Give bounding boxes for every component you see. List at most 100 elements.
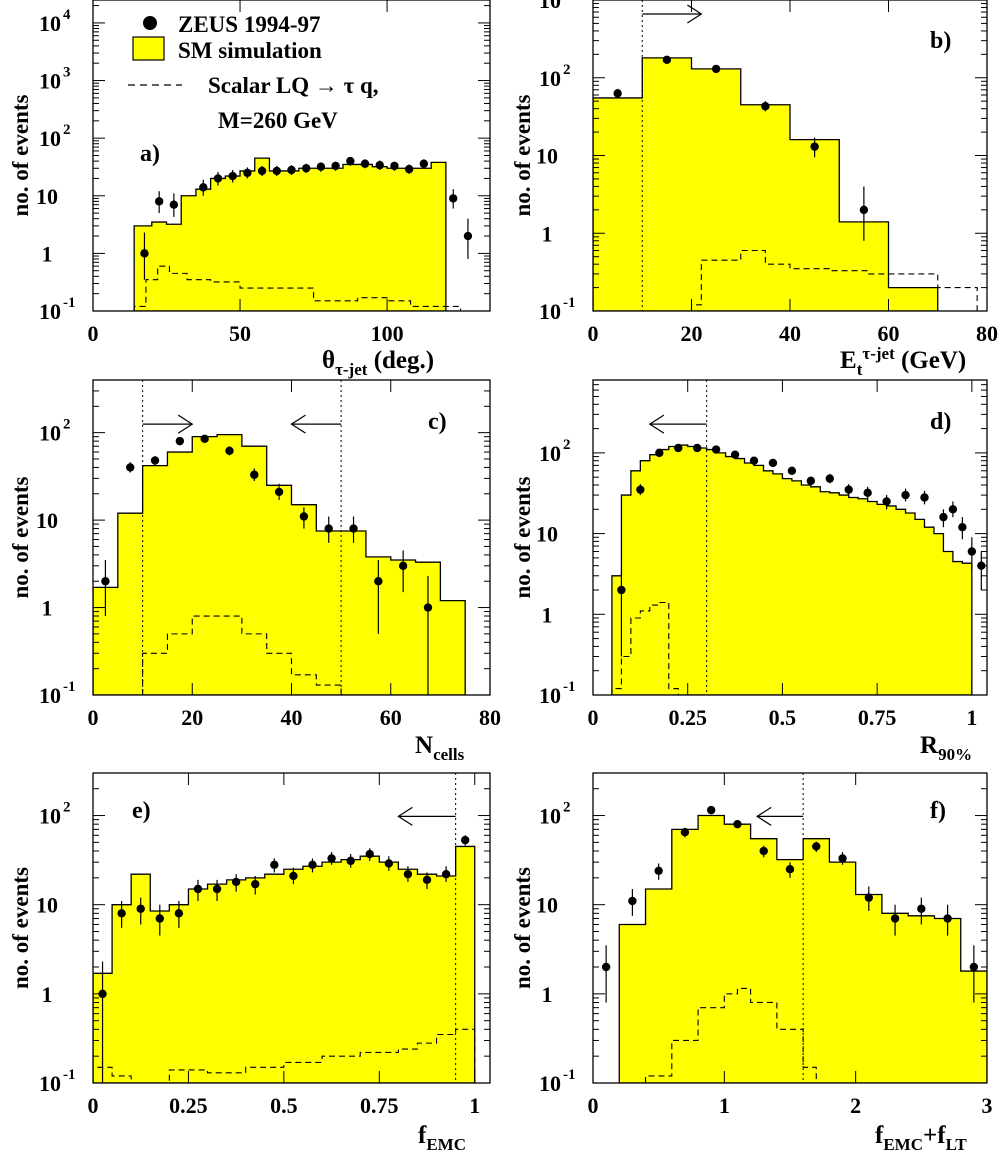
data-point bbox=[299, 512, 309, 521]
data-point bbox=[768, 458, 778, 468]
x-axis-title: θτ-jet (deg.) bbox=[322, 347, 434, 379]
data-point bbox=[200, 434, 209, 444]
data-point bbox=[175, 436, 185, 446]
y-tick-base: 10 bbox=[539, 441, 561, 466]
y-tick-label: 10 2 bbox=[39, 800, 71, 829]
y-tick-base: 1 bbox=[42, 982, 53, 1007]
data-point bbox=[126, 463, 135, 472]
data-point bbox=[463, 231, 473, 241]
y-tick-exponent: -1 bbox=[563, 295, 576, 311]
data-point bbox=[761, 102, 770, 111]
y-axis-title: no. of events bbox=[510, 476, 535, 598]
y-tick-base: 10 bbox=[39, 804, 61, 829]
legend-data-label: ZEUS 1994-97 bbox=[178, 12, 321, 37]
y-tick-label: 103 bbox=[539, 0, 561, 13]
data-point bbox=[272, 166, 281, 176]
y-tick-base: 10 bbox=[536, 522, 558, 547]
data-point bbox=[101, 577, 110, 586]
data-point bbox=[749, 456, 759, 465]
data-point bbox=[882, 497, 891, 506]
data-point bbox=[117, 909, 126, 918]
y-tick-label: 10 2 bbox=[39, 417, 71, 446]
y-tick-base: 10 bbox=[539, 0, 561, 13]
x-tick-label: 0.75 bbox=[858, 705, 897, 730]
data-point bbox=[939, 512, 948, 522]
data-point bbox=[943, 914, 952, 923]
x-tick-label: 1 bbox=[469, 1093, 480, 1118]
data-point bbox=[213, 174, 223, 183]
y-tick-label: 1 bbox=[542, 602, 553, 627]
y-tick-label: 1 bbox=[542, 982, 553, 1007]
signal-lq-histogram bbox=[611, 601, 679, 695]
cut-arrow-head bbox=[648, 414, 665, 434]
y-tick-label: 10 -1 bbox=[539, 679, 576, 708]
x-axis-title: Etτ-jet (GeV) bbox=[840, 344, 966, 379]
y-axis-title: no. of events bbox=[8, 476, 33, 598]
y-tick-base: 10 bbox=[36, 184, 58, 209]
data-point bbox=[346, 856, 355, 866]
legend-mc-swatch bbox=[132, 36, 165, 61]
y-tick-label: 1 bbox=[42, 982, 53, 1007]
y-tick-base: 10 bbox=[539, 1071, 561, 1096]
cut-arrow-head bbox=[290, 414, 306, 434]
data-point bbox=[812, 842, 821, 851]
data-point bbox=[806, 476, 816, 486]
x-tick-label: 1 bbox=[966, 705, 977, 730]
panel-label: e) bbox=[132, 798, 151, 824]
y-tick-exponent: 2 bbox=[63, 800, 71, 816]
signal-lq-histogram bbox=[644, 987, 817, 1083]
x-tick-label: 0 bbox=[588, 1093, 599, 1118]
y-tick-exponent: 2 bbox=[63, 417, 71, 433]
data-point bbox=[810, 142, 819, 151]
legend-signal-label-2: M=260 GeV bbox=[218, 108, 338, 133]
y-tick-base: 10 bbox=[39, 299, 61, 324]
data-point bbox=[374, 577, 383, 586]
plot-area bbox=[93, 773, 476, 1083]
y-tick-base: 10 bbox=[539, 804, 561, 829]
x-tick-label: 0 bbox=[88, 1093, 99, 1118]
data-point bbox=[212, 884, 222, 894]
data-point bbox=[787, 466, 797, 475]
y-axis-title: no. of events bbox=[8, 867, 33, 989]
y-tick-base: 1 bbox=[542, 602, 553, 627]
sm-simulation-histogram bbox=[593, 57, 939, 311]
data-point bbox=[150, 456, 160, 465]
x-tick-label: 3 bbox=[982, 1093, 993, 1118]
y-tick-label: 10 2 bbox=[539, 437, 571, 466]
y-tick-base: 1 bbox=[42, 596, 53, 621]
data-point bbox=[140, 249, 149, 258]
cut-arrow-head bbox=[177, 414, 194, 434]
x-tick-label: 100 bbox=[371, 321, 404, 346]
sm-simulation-histogram bbox=[133, 157, 461, 311]
sm-simulation-histogram bbox=[93, 433, 466, 695]
panel-b: 10-1110102103020406080no. of eventsEtτ-j… bbox=[510, 0, 998, 379]
data-point bbox=[174, 909, 184, 918]
data-point bbox=[825, 474, 834, 483]
data-point bbox=[398, 561, 408, 571]
data-point bbox=[193, 884, 203, 894]
y-tick-label: 10 -1 bbox=[39, 295, 76, 324]
y-tick-exponent: -1 bbox=[563, 1067, 576, 1083]
signal-lq-histogram bbox=[642, 249, 978, 311]
data-point bbox=[316, 162, 326, 171]
data-point bbox=[674, 443, 683, 453]
y-tick-exponent: 2 bbox=[563, 62, 571, 78]
data-point bbox=[601, 962, 611, 972]
data-point bbox=[628, 896, 637, 906]
y-tick-label: 1 bbox=[42, 596, 53, 621]
data-point bbox=[169, 200, 179, 209]
data-point bbox=[360, 159, 370, 168]
signal-lq-histogram bbox=[133, 265, 462, 311]
plot-frame bbox=[592, 772, 988, 1084]
data-point bbox=[711, 64, 721, 74]
x-axis-title: fEMC bbox=[418, 1122, 466, 1154]
y-tick-base: 1 bbox=[542, 221, 553, 246]
data-point bbox=[692, 443, 702, 453]
data-point bbox=[324, 524, 333, 533]
panel-label: b) bbox=[930, 28, 951, 54]
y-tick-exponent: 2 bbox=[563, 800, 571, 816]
x-tick-label: 0 bbox=[588, 705, 599, 730]
x-tick-label: 50 bbox=[229, 321, 251, 346]
y-tick-base: 10 bbox=[36, 508, 58, 533]
